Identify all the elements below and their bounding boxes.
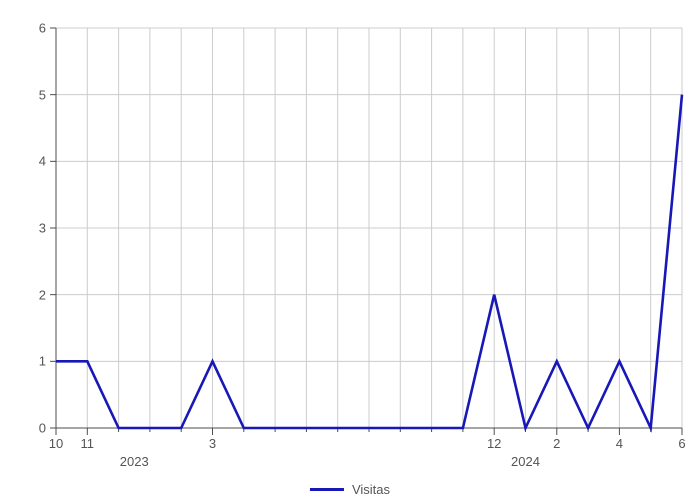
- y-tick-label: 3: [0, 221, 46, 236]
- x-tick-label: 6: [678, 436, 685, 451]
- y-tick-label: 5: [0, 87, 46, 102]
- y-tick-label: 1: [0, 354, 46, 369]
- x-year-label: 2023: [120, 454, 149, 469]
- legend-swatch: [310, 488, 344, 491]
- x-tick-label: 11: [81, 436, 95, 451]
- legend: Visitas: [310, 482, 390, 497]
- x-tick-label: 10: [49, 436, 63, 451]
- legend-label: Visitas: [352, 482, 390, 497]
- chart-container: Visitas 2024 de Infra Consult Van Dooren…: [0, 0, 700, 500]
- chart-svg: [0, 0, 700, 500]
- x-tick-label: 4: [616, 436, 623, 451]
- x-year-label: 2024: [511, 454, 540, 469]
- x-tick-label: 12: [487, 436, 501, 451]
- y-tick-label: 6: [0, 21, 46, 36]
- y-tick-label: 2: [0, 287, 46, 302]
- y-tick-label: 0: [0, 421, 46, 436]
- y-tick-label: 4: [0, 154, 46, 169]
- x-tick-label: 2: [553, 436, 560, 451]
- x-tick-label: 3: [209, 436, 216, 451]
